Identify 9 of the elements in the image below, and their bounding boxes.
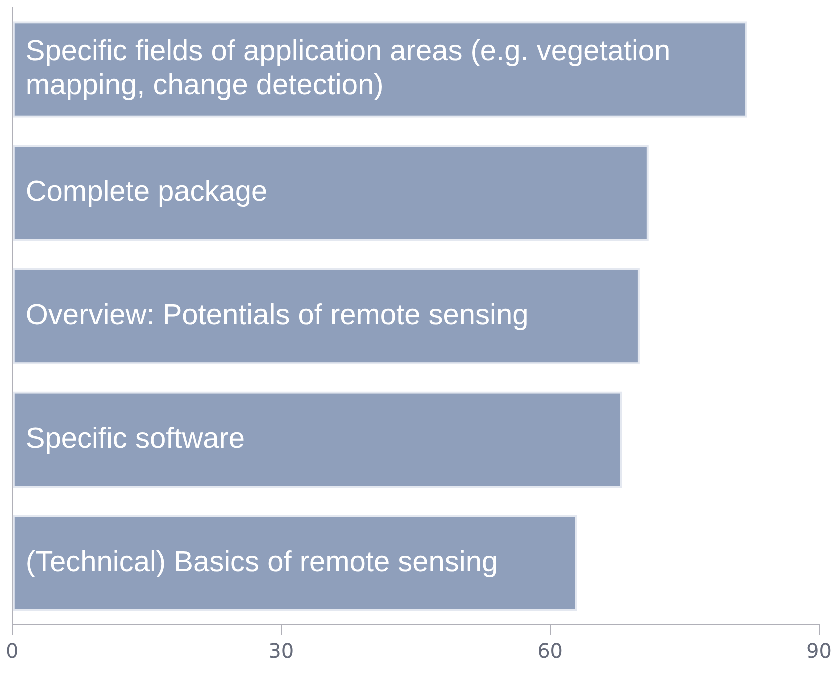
x-tick-label: 0 [6,639,19,664]
x-tick-label: 30 [268,639,294,664]
y-tick-label: Complete package [26,176,268,208]
x-tick-label: 90 [806,639,832,664]
y-tick-label: (Technical) Basics of remote sensing [26,546,498,578]
y-tick-label: Specific software [26,422,246,455]
x-tick-label: 60 [538,639,564,664]
y-tick-label: Overview: Potentials of remote sensing [26,300,529,332]
y-tick-label: Specific fields of application areas (e.g. vegetation mapping, change detection) [26,36,671,102]
